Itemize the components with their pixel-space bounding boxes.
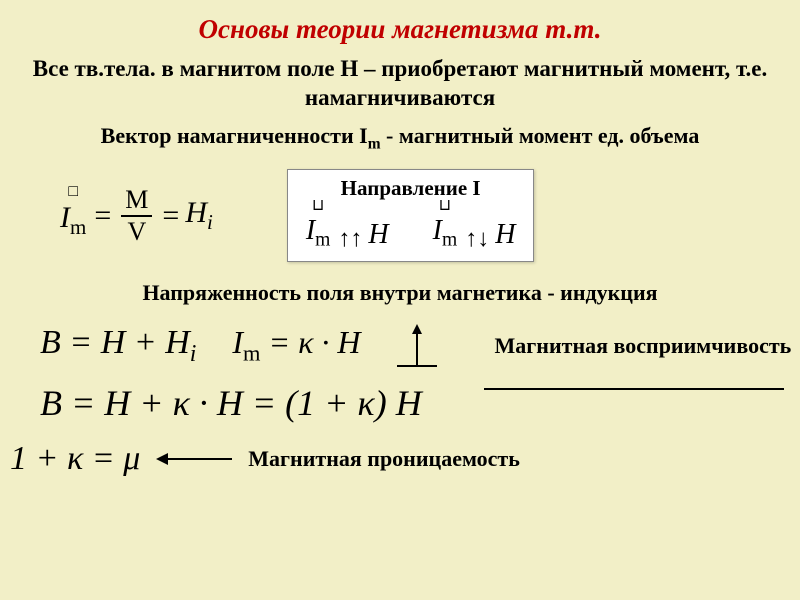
eq-BH-sub: i — [190, 340, 197, 366]
direction-title: Направление I — [306, 176, 516, 201]
vector-hat-icon: □ — [68, 187, 78, 197]
direction-antiparallel: ⊔Im ↑↓ H — [433, 205, 516, 252]
text-field-intensity: Напряженность поля внутри магнетика - ин… — [0, 280, 800, 306]
formula-Im-kappaH: Im = κ · H — [232, 324, 360, 366]
underline-icon — [484, 388, 800, 390]
formula-mu: 1 + κ = μ — [10, 440, 140, 478]
text-magnetization-vector: Вектор намагниченности Im - магнитный мо… — [0, 123, 800, 153]
eq-Im-lhs: I — [232, 324, 243, 360]
eq-BH-text: B = H + H — [40, 324, 190, 361]
line2-post: - магнитный момент ед. объема — [381, 123, 700, 148]
vector-hat-icon: ⊔ — [439, 201, 451, 211]
sym-I: I — [60, 201, 70, 234]
eq-sign-1: = — [94, 199, 111, 233]
eq-Im-sub: m — [243, 341, 260, 366]
direction-parallel: ⊔Im ↑↑ H — [306, 205, 389, 252]
row-induction-formulas: B = H + Hi Im = κ · H Магнитная восприим… — [0, 320, 800, 370]
direction-box: Направление I ⊔Im ↑↑ H ⊔Im ↑↓ H — [287, 169, 535, 263]
formula-im-definition: □ Im = M V = Hi — [60, 187, 213, 245]
arrows-up-down-icon: ↑↓ — [465, 227, 489, 251]
formula-B-H-Hi: B = H + Hi — [40, 324, 196, 368]
arrow-left-icon — [154, 449, 234, 469]
label-susceptibility: Магнитная восприимчивость — [495, 333, 792, 358]
direction-row: ⊔Im ↑↑ H ⊔Im ↑↓ H — [306, 205, 516, 252]
eq-Im-rhs: = κ · H — [260, 324, 360, 360]
line2-pre: Вектор намагниченности I — [101, 123, 368, 148]
row-definition-formulas: □ Im = M V = Hi Направление I ⊔Im ↑↑ H ⊔… — [0, 169, 800, 263]
dir-left-sub: m — [315, 229, 330, 250]
dir-right-H: H — [495, 219, 515, 251]
slide-title: Основы теории магнетизма т.т. — [0, 0, 800, 45]
arrow-to-susceptibility-icon — [397, 320, 437, 370]
arrows-up-up-icon: ↑↑ — [338, 227, 362, 251]
vector-hat-icon: ⊔ — [312, 201, 324, 211]
row-permeability: 1 + κ = μ Магнитная проницаемость — [0, 440, 800, 478]
dir-left-sym: I — [306, 215, 315, 246]
frac-num: M — [121, 187, 152, 213]
sym-H-sub: i — [207, 210, 213, 234]
line2-sub: m — [368, 135, 381, 152]
dir-right-sub: m — [442, 229, 457, 250]
dir-left-H: H — [368, 219, 388, 251]
frac-den: V — [123, 219, 150, 245]
fraction-M-V: M V — [121, 187, 152, 245]
sym-I-sub: m — [70, 215, 86, 239]
vector-Im: □ Im — [60, 191, 86, 240]
eq-sign-2: = — [162, 199, 179, 233]
sym-H: H — [185, 196, 207, 229]
text-magnetic-moment: Все тв.тела. в магнитом поле H – приобре… — [0, 55, 800, 113]
dir-right-sym: I — [433, 215, 442, 246]
sym-Hi: Hi — [185, 196, 213, 235]
label-permeability: Магнитная проницаемость — [248, 446, 520, 472]
